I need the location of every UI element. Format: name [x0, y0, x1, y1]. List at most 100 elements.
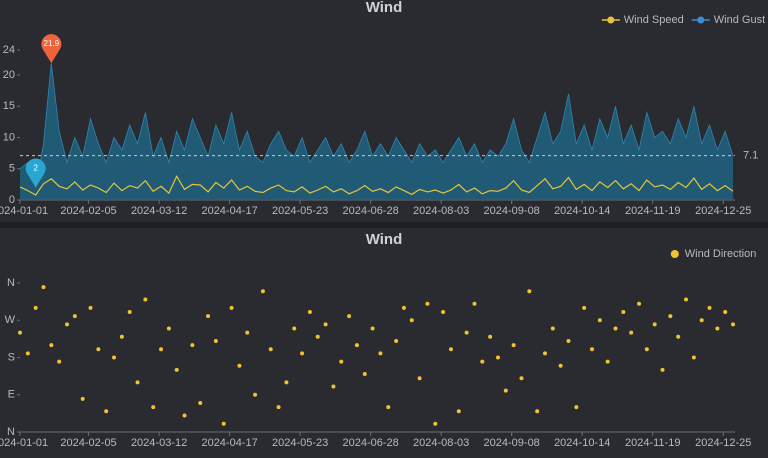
scatter-point	[582, 305, 587, 310]
chart-title: Wind	[366, 231, 403, 248]
x-tick-label: 2024-08-03	[413, 205, 469, 217]
scatter-point	[268, 347, 273, 352]
scatter-point	[300, 351, 305, 356]
scatter-point	[307, 309, 312, 314]
scatter-point	[57, 359, 62, 364]
x-tick-label: 2024-05-23	[272, 437, 328, 449]
scatter-point	[112, 355, 117, 360]
x-tick-label: 2024-04-17	[201, 437, 257, 449]
x-tick-label: 2024-11-19	[625, 437, 680, 449]
scatter-point	[260, 289, 265, 294]
scatter-point	[574, 405, 579, 410]
legend-label: Wind Direction	[685, 248, 757, 260]
scatter-point	[18, 330, 22, 335]
x-tick-label: 2024-02-05	[60, 205, 116, 217]
scatter-point	[65, 322, 70, 327]
scatter-point	[558, 363, 563, 368]
scatter-point	[676, 334, 681, 339]
y-tick-label: W	[5, 314, 16, 326]
scatter-point	[566, 338, 571, 343]
scatter-point	[731, 322, 736, 327]
chart-title: Wind	[366, 0, 403, 16]
scatter-point	[605, 359, 610, 364]
x-tick-label: 2024-05-23	[272, 205, 328, 217]
scatter-point	[723, 309, 728, 314]
y-tick-label: 0	[9, 194, 15, 206]
scatter-point	[425, 301, 430, 306]
gust-area	[20, 63, 734, 200]
y-tick-label: S	[8, 351, 15, 363]
y-tick-label: E	[8, 389, 15, 401]
scatter-point	[354, 343, 359, 348]
scatter-point	[613, 326, 618, 331]
scatter-point	[394, 338, 399, 343]
scatter-point	[715, 326, 720, 331]
y-tick-label: 10	[3, 131, 15, 143]
mark-pin-label: 21.9	[44, 39, 60, 48]
x-tick-label: 2024-03-12	[131, 205, 187, 217]
x-tick-label: 2024-09-08	[484, 437, 540, 449]
x-tick-label: 2024-11-19	[625, 205, 680, 217]
x-tick-label: 2024-10-14	[554, 437, 610, 449]
scatter-point	[72, 314, 77, 319]
scatter-point	[276, 405, 281, 410]
scatter-point	[49, 343, 54, 348]
scatter-point	[190, 343, 195, 348]
scatter-point	[104, 409, 109, 414]
scatter-point	[206, 314, 211, 319]
scatter-point	[386, 405, 391, 410]
scatter-point	[370, 326, 375, 331]
mark-pin	[25, 158, 46, 188]
x-tick-label: 2024-02-05	[60, 437, 116, 449]
scatter-point	[127, 309, 132, 314]
x-tick-label: 2024-04-17	[201, 205, 257, 217]
scatter-point	[221, 421, 226, 426]
scatter-point	[151, 405, 156, 410]
x-tick-label: 2024-01-01	[0, 205, 48, 217]
scatter-point	[550, 326, 555, 331]
scatter-point	[182, 413, 187, 418]
x-tick-label: 2024-10-14	[554, 205, 610, 217]
scatter-point	[253, 392, 258, 397]
scatter-point	[433, 421, 438, 426]
legend-symbol	[697, 16, 705, 24]
y-tick-label: N	[7, 426, 15, 438]
average-label: 7.1	[743, 150, 758, 162]
x-tick-label: 2024-01-01	[0, 437, 48, 449]
x-tick-label: 2024-12-25	[695, 205, 751, 217]
scatter-point	[174, 367, 179, 372]
scatter-point	[511, 343, 516, 348]
scatter-point	[448, 347, 453, 352]
y-tick-label: 20	[3, 69, 15, 81]
panel-separator	[0, 222, 768, 228]
mark-pin-label: 2	[33, 164, 38, 173]
x-tick-label: 2024-12-25	[695, 437, 751, 449]
scatter-point	[699, 318, 704, 323]
scatter-point	[519, 376, 524, 381]
legend-symbol	[670, 250, 679, 258]
scatter-point	[409, 318, 414, 323]
series-line	[19, 175, 734, 196]
scatter-point	[245, 330, 250, 335]
scatter-point	[331, 384, 336, 389]
scatter-point	[96, 347, 101, 352]
scatter-point	[166, 326, 171, 331]
scatter-point	[527, 289, 532, 294]
scatter-point	[707, 305, 712, 310]
x-tick-label: 2024-06-28	[343, 437, 399, 449]
scatter-point	[480, 359, 485, 364]
scatter-point	[621, 309, 626, 314]
scatter-point	[472, 301, 477, 306]
legend-label: Wind Gust	[714, 14, 765, 26]
scatter-point	[213, 338, 218, 343]
scatter-point	[339, 359, 344, 364]
scatter-point	[495, 355, 500, 360]
scatter-point	[347, 314, 352, 319]
scatter-point	[684, 297, 689, 302]
scatter-point	[378, 351, 383, 356]
scatter-point	[323, 322, 328, 327]
scatter-point	[80, 396, 85, 401]
scatter-point	[456, 409, 461, 414]
